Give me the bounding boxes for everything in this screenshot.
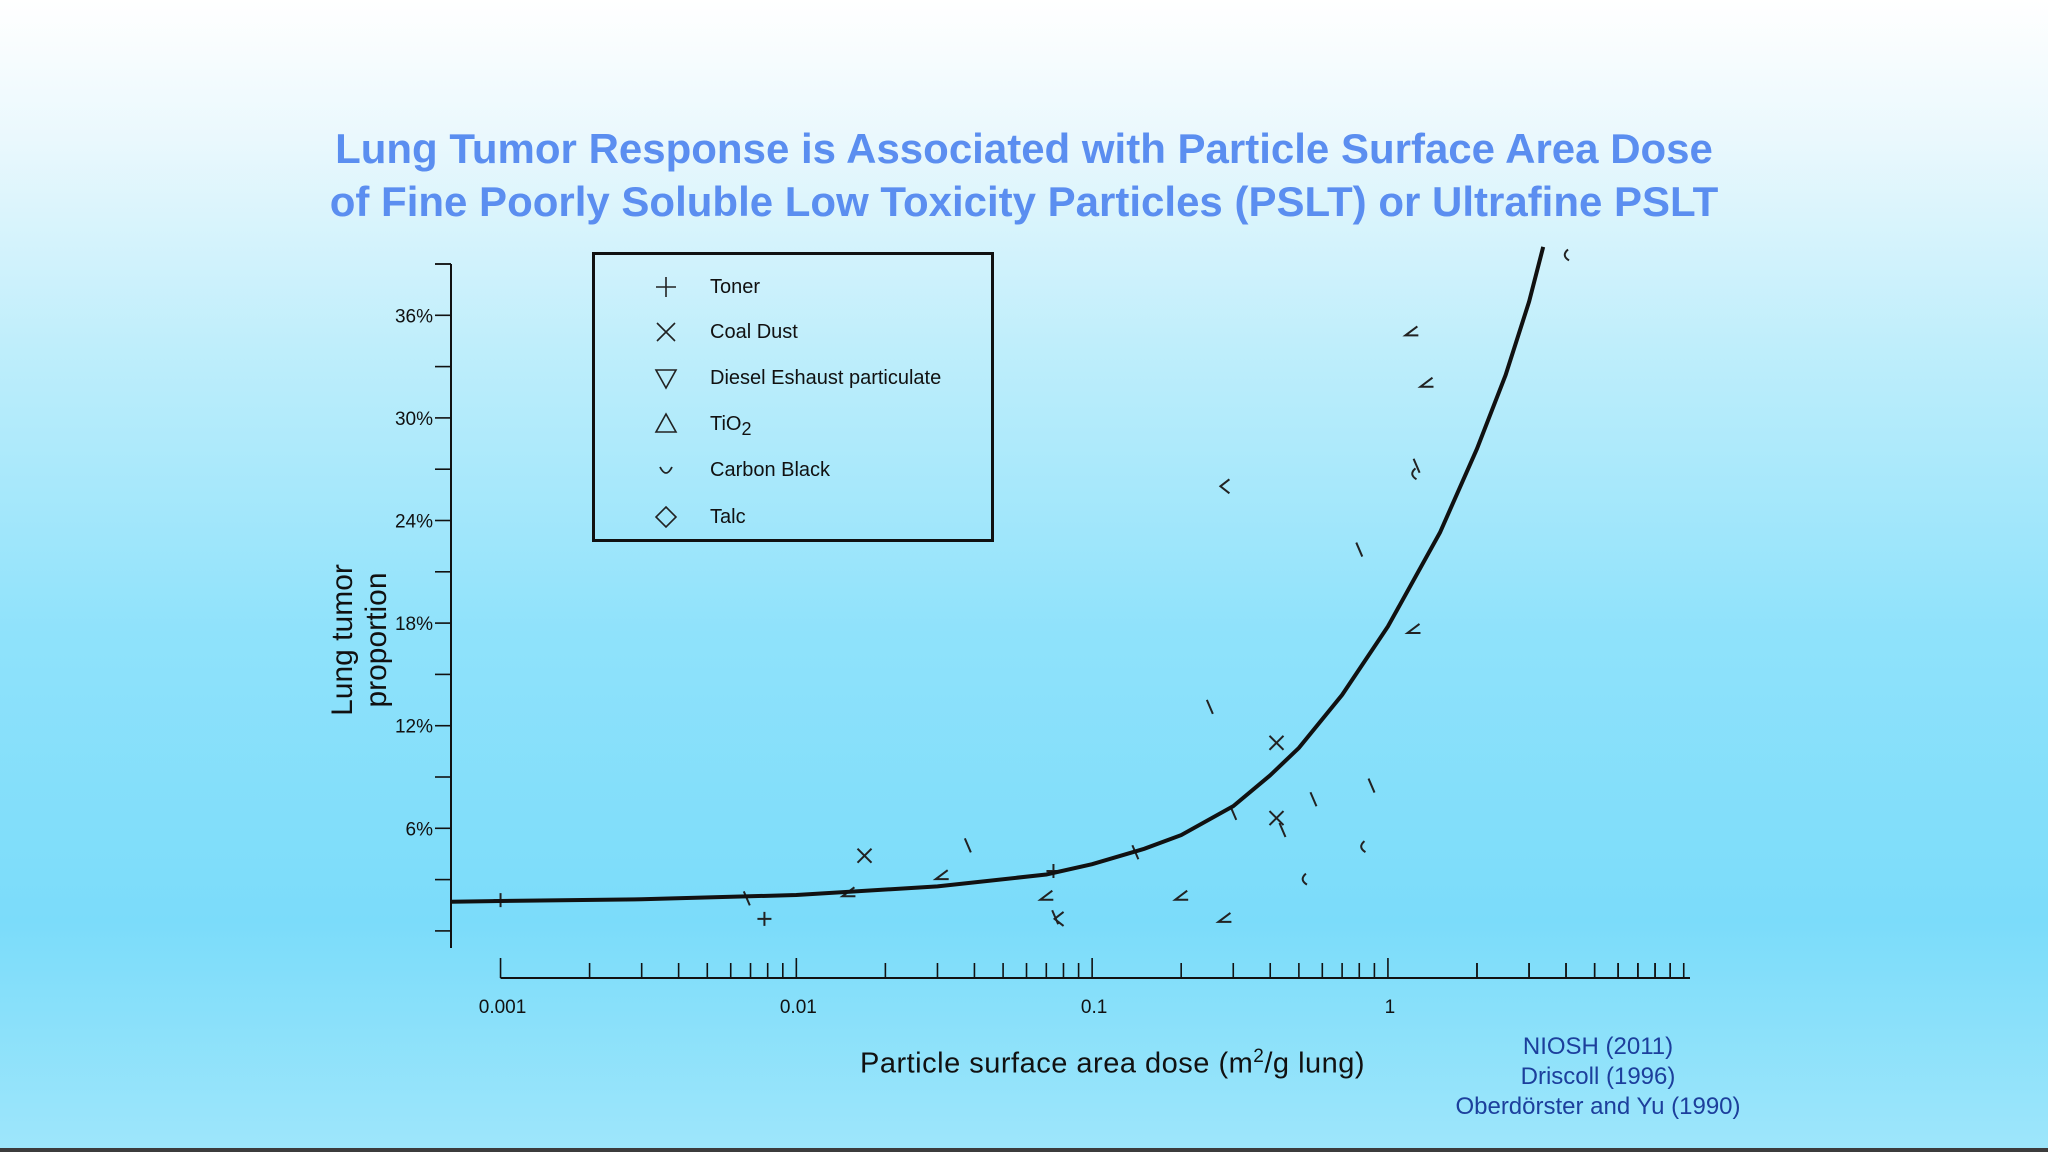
data-point-angle [1402, 325, 1419, 337]
x-marker-icon [656, 322, 676, 342]
legend-label: Carbon Black [710, 459, 831, 481]
data-point-angle [932, 869, 949, 881]
y-axis-label: Lung tumor proportion [326, 490, 394, 790]
data-point-tick [1205, 699, 1214, 715]
y-axis-label-line-1: Lung tumor [326, 564, 359, 716]
data-point-tick [963, 838, 972, 853]
data-point-x [1268, 810, 1285, 826]
data-point-tick [1051, 909, 1060, 925]
fit-curve [450, 246, 1546, 904]
x-tick-label: 0.01 [780, 997, 817, 1018]
reference-2: Driscoll (1996) [1520, 1063, 1676, 1090]
legend-label-tio: TiO [710, 413, 742, 435]
data-point-x [1268, 735, 1285, 751]
slide-title: Lung Tumor Response is Associated with P… [0, 122, 2048, 228]
legend-item-talc: Talc [595, 502, 991, 532]
legend: Toner Coal Dust Diesel Eshaust particula… [592, 252, 994, 542]
data-point-cup [1360, 840, 1367, 853]
y-tick-label: 6% [406, 819, 434, 840]
data-point-x [856, 847, 873, 864]
y-tick-label: 30% [395, 409, 433, 430]
diamond-marker-icon [654, 505, 678, 529]
x-axis-label-main: Particle surface area dose (m [860, 1047, 1254, 1080]
legend-item-tio2: TiO2 [595, 409, 991, 439]
data-point-tick [742, 891, 751, 906]
legend-item-toner: Toner [595, 272, 991, 302]
legend-label: Coal Dust [710, 321, 798, 343]
legend-label: Talc [710, 506, 746, 528]
x-axis-label: Particle surface area dose (m2/g lung) [860, 1046, 1365, 1081]
legend-label: Diesel Eshaust particulate [710, 367, 942, 389]
data-point-cup [1563, 248, 1570, 262]
data-point-tick [1412, 458, 1421, 474]
data-point-chev [1052, 911, 1065, 927]
legend-item-coal-dust: Coal Dust [595, 317, 991, 347]
legend-label: TiO2 [710, 413, 752, 440]
triangle-up-icon [654, 412, 678, 433]
data-point-tick [1278, 822, 1287, 838]
y-tick-label: 18% [395, 614, 433, 635]
data-point-angle [1172, 889, 1189, 901]
x-axis-label-tail: /g lung) [1264, 1047, 1366, 1080]
legend-item-diesel: Diesel Eshaust particulate [595, 363, 991, 393]
y-tick-label: 24% [395, 512, 433, 533]
x-tick-label: 1 [1385, 997, 1396, 1018]
y-tick-label: 36% [395, 306, 433, 327]
triangle-down-icon [654, 369, 678, 390]
data-point-cup [1411, 467, 1418, 481]
title-line-2: of Fine Poorly Soluble Low Toxicity Part… [329, 178, 1719, 225]
data-point-angle [1215, 912, 1232, 923]
title-line-1: Lung Tumor Response is Associated with P… [335, 125, 1713, 172]
data-point-cup [1301, 872, 1308, 886]
reference-1: NIOSH (2011) [1522, 1033, 1674, 1060]
cup-marker-icon [659, 466, 673, 474]
data-point-chev [1218, 478, 1231, 495]
data-point-tick [1355, 542, 1364, 557]
y-axis-label-line-2: proportion [360, 572, 393, 708]
y-tick-label: 12% [395, 717, 433, 738]
x-tick-label: 0.001 [479, 997, 527, 1018]
reference-3: Oberdörster and Yu (1990) [1455, 1093, 1741, 1120]
data-point-plus [757, 911, 772, 926]
legend-item-carbon-black: Carbon Black [595, 455, 991, 485]
x-tick-label: 0.1 [1081, 997, 1107, 1018]
data-point-tick [1309, 791, 1318, 807]
data-point-angle [1037, 889, 1054, 901]
legend-label: Toner [710, 276, 761, 298]
slide-bottom-border [0, 1148, 2048, 1152]
legend-label-sub: 2 [741, 419, 752, 439]
x-axis-label-sup: 2 [1253, 1046, 1265, 1067]
data-point-tick [1367, 778, 1376, 793]
data-point-angle [1417, 376, 1434, 388]
plus-marker-icon [656, 277, 676, 297]
data-point-angle [1404, 623, 1421, 634]
axes: 6% 12% 18% 24% 30% 36% 0.001 0.01 0.1 1 [395, 263, 1690, 1018]
references: NIOSH (2011) Driscoll (1996) Oberdörster… [1448, 1032, 1748, 1122]
